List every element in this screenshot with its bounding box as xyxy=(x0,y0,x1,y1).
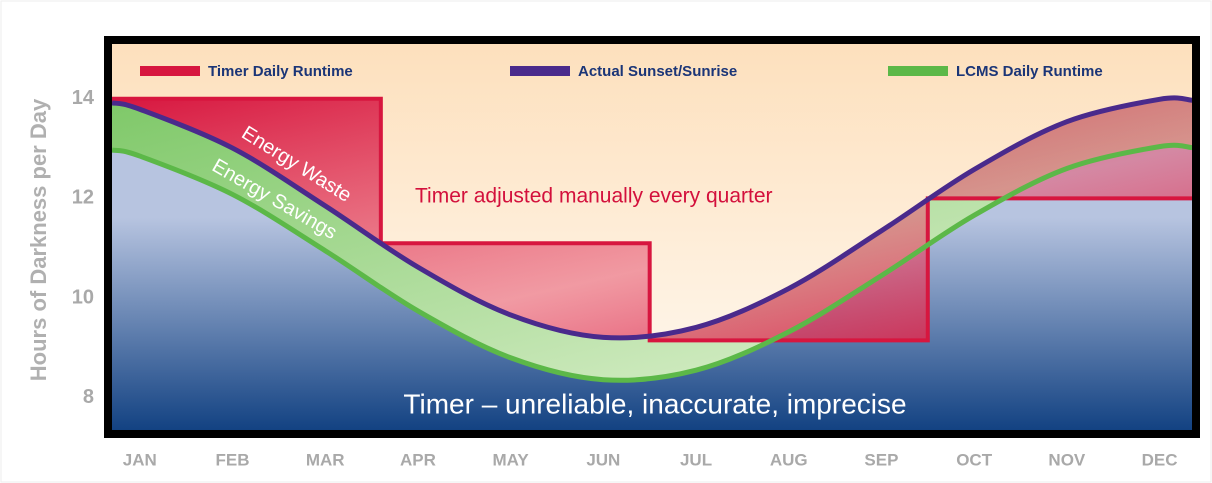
x-tick-label: JAN xyxy=(123,450,157,469)
x-tick-label: JUL xyxy=(680,450,712,469)
plot-frame xyxy=(104,36,1200,438)
y-tick-label: 12 xyxy=(72,187,94,209)
y-tick-label: 8 xyxy=(83,386,94,408)
x-tick-label: DEC xyxy=(1142,450,1178,469)
lcms-area xyxy=(112,145,1192,430)
legend-swatch xyxy=(510,66,570,76)
legend-swatch xyxy=(888,66,948,76)
x-tick-label: SEP xyxy=(864,450,898,469)
legend-label: Actual Sunset/Sunrise xyxy=(578,63,737,80)
y-tick-label: 14 xyxy=(72,87,95,109)
x-tick-label: AUG xyxy=(770,450,808,469)
x-tick-label: OCT xyxy=(956,450,993,469)
x-tick-label: MAY xyxy=(493,450,530,469)
plot-area xyxy=(112,95,1192,430)
x-tick-label: APR xyxy=(400,450,436,469)
lcms-line xyxy=(112,142,1192,383)
actual-line xyxy=(112,95,1192,341)
legend-swatch xyxy=(140,66,200,76)
legend-label: Timer Daily Runtime xyxy=(208,63,353,80)
annotation: Timer adjusted manually every quarter xyxy=(415,185,773,208)
legend-label: LCMS Daily Runtime xyxy=(956,63,1103,80)
x-tick-label: NOV xyxy=(1048,450,1086,469)
y-tick-label: 10 xyxy=(72,286,94,308)
annotation: Timer – unreliable, inaccurate, imprecis… xyxy=(403,388,906,419)
waste-area xyxy=(112,97,1192,341)
x-tick-label: JUN xyxy=(586,450,620,469)
x-tick-label: FEB xyxy=(216,450,250,469)
y-axis-label: Hours of Darkness per Day xyxy=(26,98,51,381)
timer-line xyxy=(112,96,1192,343)
x-tick-label: MAR xyxy=(306,450,345,469)
